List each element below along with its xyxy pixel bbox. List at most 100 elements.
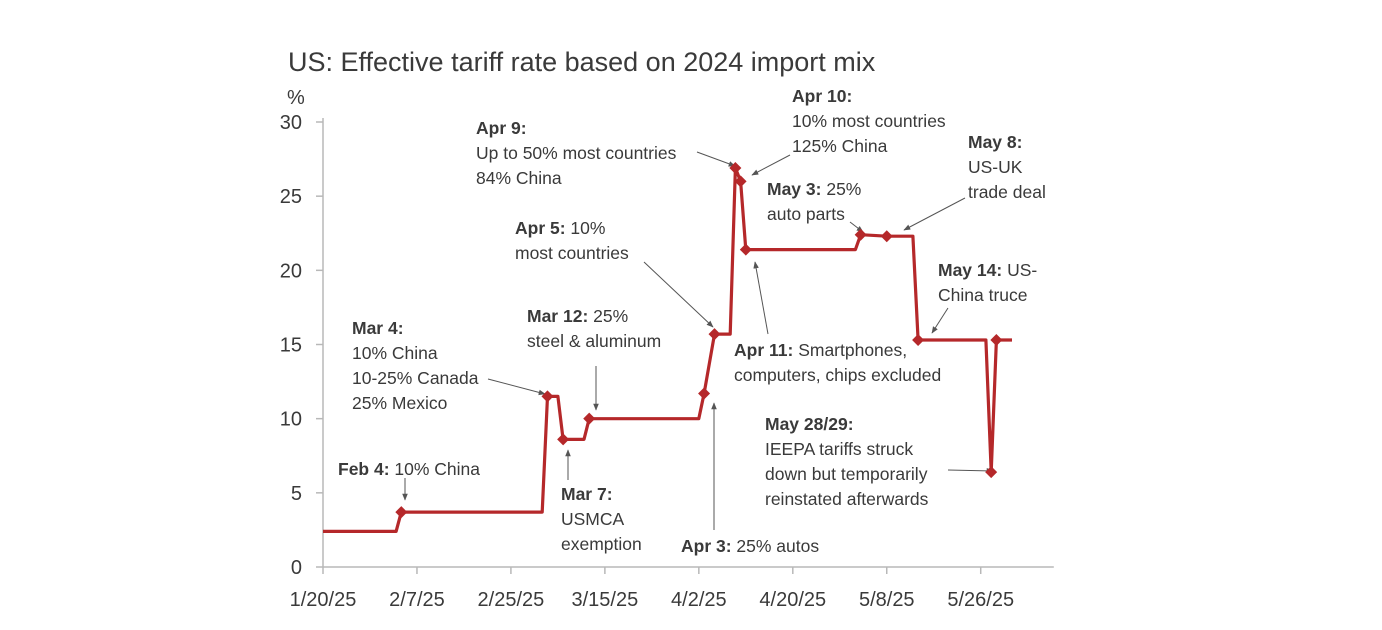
annotation-line: 25% <box>588 306 628 326</box>
annotation-text: May 14: US- <box>938 260 1037 280</box>
annotation-line: US-UK <box>968 157 1023 177</box>
data-point-marker <box>912 334 925 347</box>
annotation-line: 84% China <box>476 168 562 188</box>
annotation-line: China truce <box>938 285 1028 305</box>
y-tick-label: 5 <box>291 483 302 505</box>
annotation-line: exemption <box>561 534 642 554</box>
chart-title: US: Effective tariff rate based on 2024 … <box>288 47 876 77</box>
annotation-text: May 8: <box>968 132 1022 152</box>
annotation-arrow <box>931 307 949 334</box>
y-tick-label: 15 <box>280 335 302 357</box>
x-tick-label: 4/2/25 <box>671 589 727 611</box>
annotation-date: Apr 10: <box>792 86 852 106</box>
y-tick-label: 0 <box>291 557 302 579</box>
annotation-date: Apr 9: <box>476 118 527 138</box>
annotation-apr11: Apr 11: Smartphones, computers, chips exc… <box>734 340 941 385</box>
annotation-line: IEEPA tariffs struck <box>765 439 913 459</box>
data-point-marker <box>583 412 596 425</box>
annotation-line: 25% autos <box>732 536 820 556</box>
annotation-line: USMCA <box>561 509 625 529</box>
annotation-may14: May 14: US- China truce <box>938 260 1037 305</box>
annotation-line: steel & aluminum <box>527 331 661 351</box>
annotation-text: Apr 3: 25% autos <box>681 536 819 556</box>
annotation-text: Mar 7: <box>561 484 613 504</box>
data-point-marker <box>854 228 867 241</box>
annotation-text: Apr 11: Smartphones, <box>734 340 907 360</box>
annotation-mar4: Mar 4: 10% China 10-25% Canada 25% Mexico <box>352 318 479 413</box>
annotation-line: trade deal <box>968 182 1046 202</box>
y-tick-label: 20 <box>280 260 302 282</box>
annotation-line: 10% China <box>352 343 438 363</box>
y-tick-label: 30 <box>280 112 302 134</box>
data-point-marker <box>739 243 752 256</box>
x-tick-label: 2/25/25 <box>478 589 545 611</box>
annotation-date: Apr 11: <box>734 340 793 360</box>
annotation-date: May 14: <box>938 260 1002 280</box>
annotation-may8: May 8: US-UK trade deal <box>968 132 1046 202</box>
data-point-marker <box>708 328 721 341</box>
annotation-text: Mar 4: <box>352 318 404 338</box>
annotation-apr3: Apr 3: 25% autos <box>681 536 819 556</box>
annotation-text: Mar 12: 25% <box>527 306 628 326</box>
annotation-date: Apr 3: <box>681 536 732 556</box>
annotation-arrow <box>751 154 791 176</box>
annotation-date: May 28/29: <box>765 414 854 434</box>
annotation-may2829: May 28/29: IEEPA tariffs struck down but t… <box>765 414 929 509</box>
x-tick-label: 5/26/25 <box>947 589 1014 611</box>
annotation-line: 10% <box>566 218 606 238</box>
annotation-arrow <box>696 151 736 167</box>
annotation-text: Feb 4: 10% China <box>338 459 480 479</box>
annotation-apr10: Apr 10: 10% most countries 125% China <box>792 86 946 156</box>
annotation-date: May 3: <box>767 179 821 199</box>
data-point-marker <box>880 230 893 243</box>
data-point-marker <box>541 390 554 403</box>
data-point-marker <box>990 334 1003 347</box>
data-point-marker <box>729 161 742 174</box>
annotation-line: 10% China <box>390 459 481 479</box>
annotation-text: Apr 9: <box>476 118 527 138</box>
data-point-marker <box>557 433 570 446</box>
annotation-line: 10-25% Canada <box>352 368 479 388</box>
annotation-arrow <box>947 468 994 474</box>
series-layer <box>323 161 1012 533</box>
annotation-line: auto parts <box>767 204 845 224</box>
x-tick-label: 3/15/25 <box>572 589 639 611</box>
annotation-date: Mar 4: <box>352 318 404 338</box>
x-tick-label: 2/7/25 <box>389 589 445 611</box>
annotation-text: May 28/29: <box>765 414 854 434</box>
annotation-feb4: Feb 4: 10% China <box>338 459 480 479</box>
annotation-line: 10% most countries <box>792 111 946 131</box>
y-axis-ticks: 0 5 10 15 20 25 30 <box>280 112 323 579</box>
annotation-mar7: Mar 7: USMCA exemption <box>561 484 642 554</box>
annotations: Feb 4: 10% China Mar 4: 10% China 10-25% Ca… <box>338 86 1046 556</box>
x-axis-ticks: 1/20/25 2/7/25 2/25/25 3/15/25 4/2/25 4/20/25… <box>290 567 1014 611</box>
annotation-arrow <box>487 378 546 396</box>
data-point-marker <box>985 466 998 479</box>
data-point-marker <box>395 506 408 519</box>
annotation-apr9: Apr 9: Up to 50% most countries 84% China <box>476 118 677 188</box>
annotation-line: Smartphones, <box>793 340 907 360</box>
annotation-date: Mar 12: <box>527 306 588 326</box>
annotation-arrows <box>402 151 994 530</box>
annotation-mar12: Mar 12: 25% steel & aluminum <box>527 306 661 351</box>
annotation-arrow <box>643 261 714 328</box>
y-tick-label: 25 <box>280 186 302 208</box>
annotation-text: Apr 5: 10% <box>515 218 605 238</box>
annotation-may3: May 3: 25% auto parts <box>767 179 861 224</box>
annotation-apr5: Apr 5: 10% most countries <box>515 218 629 263</box>
annotation-arrow <box>903 197 966 231</box>
annotation-line: 25% Mexico <box>352 393 447 413</box>
annotation-text: Apr 10: <box>792 86 852 106</box>
annotation-line: most countries <box>515 243 629 263</box>
annotation-line: 25% <box>821 179 861 199</box>
x-tick-label: 5/8/25 <box>859 589 915 611</box>
data-point-marker <box>734 175 747 188</box>
x-tick-label: 4/20/25 <box>759 589 826 611</box>
annotation-line: 125% China <box>792 136 888 156</box>
annotation-line: US- <box>1002 260 1037 280</box>
annotation-date: Feb 4: <box>338 459 390 479</box>
annotation-text: May 3: 25% <box>767 179 861 199</box>
annotation-date: Mar 7: <box>561 484 613 504</box>
x-tick-label: 1/20/25 <box>290 589 357 611</box>
y-axis-unit-label: % <box>287 87 305 109</box>
